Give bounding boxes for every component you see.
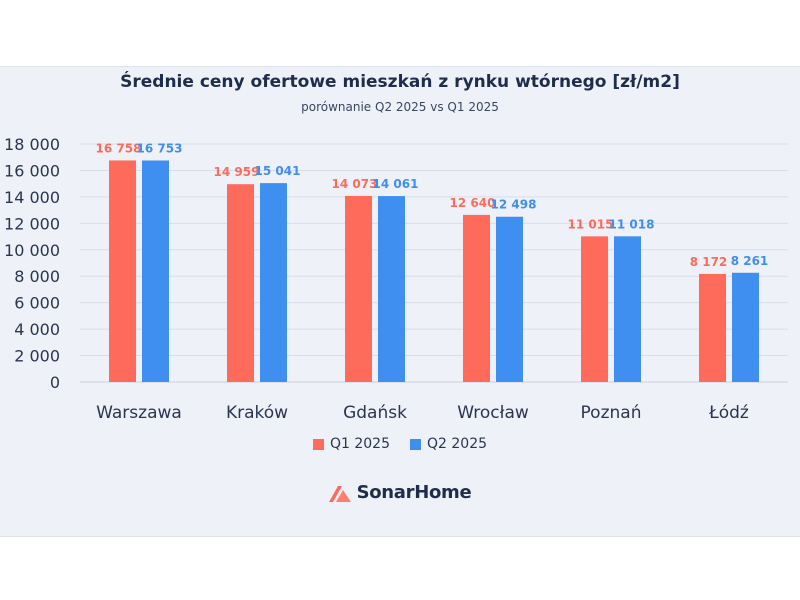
chart-legend: Q1 2025 Q2 2025: [0, 436, 800, 452]
bar-q1: [699, 273, 726, 382]
x-tick-label: Gdańsk: [343, 403, 407, 423]
chart-subtitle: porównanie Q2 2025 vs Q1 2025: [301, 100, 499, 114]
y-tick-label: 10 000: [4, 241, 60, 260]
legend-item-q2: Q2 2025: [410, 436, 487, 452]
legend-item-q1: Q1 2025: [312, 436, 390, 452]
y-tick-label: 2 000: [14, 347, 60, 366]
legend-swatch-q2: [410, 438, 421, 450]
legend-label-q1: Q1 2025: [329, 436, 390, 452]
y-tick-label: 18 000: [4, 135, 60, 154]
data-label: 14 061: [373, 177, 419, 191]
bar-q2: [378, 196, 405, 382]
data-label: 16 753: [137, 141, 183, 155]
x-tick-label: Poznań: [581, 403, 642, 423]
data-label: 11 015: [568, 217, 614, 231]
x-tick-label: Wrocław: [457, 403, 529, 423]
y-tick-label: 16 000: [4, 161, 60, 180]
bar-q2: [614, 236, 641, 382]
bar-q1: [345, 195, 372, 382]
bar-q2: [260, 183, 287, 382]
data-label: 16 758: [96, 141, 142, 155]
bar-q1: [227, 184, 254, 382]
y-tick-label: 8 000: [14, 267, 60, 286]
y-tick-label: 12 000: [4, 214, 60, 233]
x-tick-label: Kraków: [226, 403, 288, 423]
legend-label-q2: Q2 2025: [427, 436, 488, 452]
y-tick-label: 0: [50, 373, 60, 392]
y-tick-label: 14 000: [4, 188, 60, 207]
data-label: 12 498: [491, 198, 537, 212]
chart-title: Średnie ceny ofertowe mieszkań z rynku w…: [120, 72, 680, 92]
y-tick-label: 6 000: [14, 294, 60, 313]
bar-q1: [463, 214, 490, 382]
brand-logo: SonarHome: [0, 482, 800, 503]
y-tick-label: 4 000: [14, 320, 60, 339]
house-logo-icon: [328, 485, 351, 502]
x-tick-label: Łódź: [708, 403, 749, 423]
brand-name: SonarHome: [356, 482, 472, 503]
x-tick-label: Warszawa: [96, 403, 182, 423]
bar-q1: [109, 160, 136, 382]
bar-q2: [142, 160, 169, 382]
bar-q2: [496, 216, 523, 382]
bar-q2: [732, 272, 759, 382]
data-label: 8 261: [731, 254, 769, 268]
data-label: 8 172: [690, 255, 728, 269]
legend-swatch-q1: [312, 438, 324, 450]
data-label: 12 640: [450, 196, 496, 210]
data-label: 14 073: [332, 177, 378, 191]
data-label: 15 041: [255, 164, 301, 178]
data-label: 11 018: [609, 217, 655, 231]
data-label: 14 959: [214, 165, 260, 179]
bar-q1: [581, 236, 608, 382]
